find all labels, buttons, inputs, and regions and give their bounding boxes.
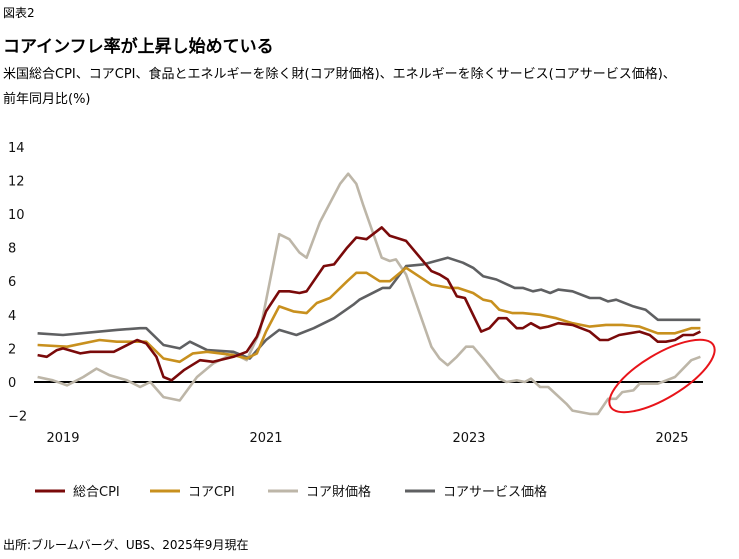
legend-label: コア財価格 (306, 484, 371, 500)
legend-item: 総合CPI (35, 485, 120, 500)
x-tick-label: 2021 (249, 431, 282, 446)
x-tick-label: 2025 (655, 431, 688, 446)
y-axis-ticks: 14 12 10 8 6 4 2 0 −2 (8, 141, 27, 425)
y-tick-label: 12 (8, 174, 25, 189)
legend-label: コアCPI (188, 485, 235, 500)
source-note: 出所:ブルームバーグ、UBS、2025年9月現在 (3, 538, 249, 552)
legend: 総合CPI コアCPI コア財価格 コアサービス価格 (35, 484, 547, 500)
chart-subtitle-line2: 前年同月比(%) (3, 92, 91, 107)
y-tick-label: −2 (8, 410, 27, 425)
highlight-ellipse (608, 338, 716, 414)
series-lines (37, 172, 701, 416)
series-line-1 (37, 266, 701, 364)
x-axis-ticks: 2019 2021 2023 2025 (46, 431, 688, 446)
legend-label: 総合CPI (73, 485, 120, 500)
y-tick-label: 8 (8, 242, 16, 257)
figure-label: 図表2 (3, 6, 35, 20)
legend-label: コアサービス価格 (443, 484, 547, 500)
legend-item: コアサービス価格 (405, 484, 547, 500)
series-line-2 (37, 172, 701, 416)
series-line-3 (37, 256, 701, 360)
legend-item: コアCPI (150, 485, 235, 500)
y-tick-label: 4 (8, 309, 16, 324)
y-tick-label: 2 (8, 342, 16, 357)
y-tick-label: 14 (8, 141, 25, 156)
chart-subtitle-line1: 米国総合CPI、コアCPI、食品とエネルギーを除く財(コア財価格)、エネルギーを… (3, 67, 676, 82)
y-tick-label: 0 (8, 376, 16, 391)
series-line-0 (37, 226, 701, 382)
x-tick-label: 2019 (46, 431, 79, 446)
legend-item: コア財価格 (268, 484, 371, 500)
x-tick-label: 2023 (452, 431, 485, 446)
chart-title: コアインフレ率が上昇し始めている (3, 37, 274, 57)
y-tick-label: 6 (8, 275, 16, 290)
y-tick-label: 10 (8, 208, 25, 223)
